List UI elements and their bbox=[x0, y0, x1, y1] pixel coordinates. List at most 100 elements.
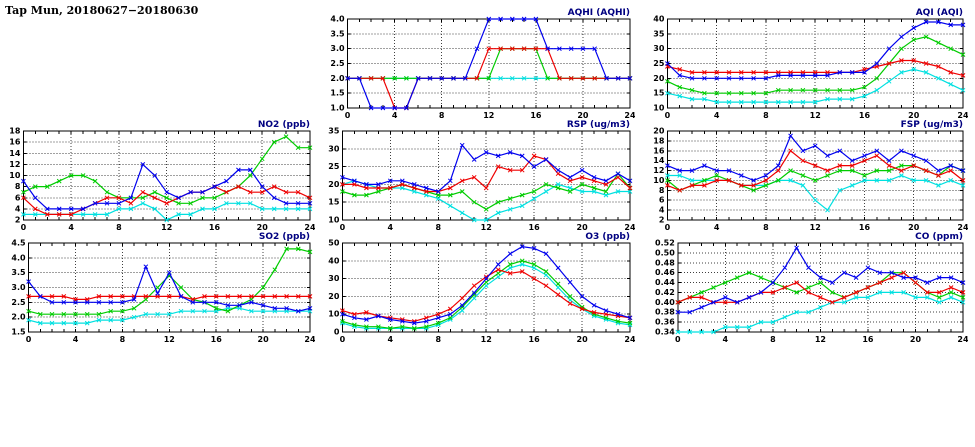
chart-fsp: 2 4 6 8 10 12 14 16 18 20 0 4 8 12 16 20 24 FSP (ug/m3) bbox=[650, 118, 968, 232]
svg-text:8: 8 bbox=[436, 223, 442, 232]
chart-so2: 1.5 2.0 2.5 3.0 3.5 4.0 4.5 0 4 8 12 16 20 24 SO2 (ppb… bbox=[6, 230, 315, 344]
svg-text:0.36: 0.36 bbox=[655, 318, 675, 327]
svg-text:12: 12 bbox=[481, 335, 492, 344]
svg-text:0.42: 0.42 bbox=[655, 288, 675, 297]
svg-text:16: 16 bbox=[209, 223, 221, 232]
svg-text:2.5: 2.5 bbox=[330, 59, 345, 68]
svg-text:8: 8 bbox=[763, 111, 769, 120]
svg-text:4: 4 bbox=[68, 223, 74, 232]
svg-text:4: 4 bbox=[73, 335, 79, 344]
svg-text:30: 30 bbox=[653, 44, 665, 53]
svg-text:4.0: 4.0 bbox=[330, 15, 345, 24]
svg-text:0.52: 0.52 bbox=[655, 239, 675, 248]
svg-text:16: 16 bbox=[653, 146, 665, 155]
svg-text:24: 24 bbox=[957, 223, 968, 232]
page-title: Tap Mun, 20180627−20180630 bbox=[5, 4, 199, 17]
svg-text:50: 50 bbox=[328, 239, 340, 248]
svg-text:3.0: 3.0 bbox=[330, 44, 345, 53]
svg-text:8: 8 bbox=[770, 335, 776, 344]
svg-text:AQI (AQI): AQI (AQI) bbox=[916, 8, 963, 18]
svg-text:4: 4 bbox=[392, 111, 398, 120]
svg-text:1.5: 1.5 bbox=[11, 328, 26, 337]
svg-text:10: 10 bbox=[328, 216, 340, 225]
svg-text:6: 6 bbox=[15, 193, 21, 202]
svg-text:12: 12 bbox=[481, 223, 492, 232]
svg-text:14: 14 bbox=[9, 149, 21, 158]
svg-text:16: 16 bbox=[9, 138, 21, 147]
svg-text:10: 10 bbox=[9, 171, 21, 180]
svg-text:8: 8 bbox=[15, 182, 21, 191]
svg-text:12: 12 bbox=[483, 111, 494, 120]
svg-text:12: 12 bbox=[810, 111, 821, 120]
svg-text:1.5: 1.5 bbox=[330, 89, 345, 98]
svg-text:8: 8 bbox=[436, 335, 442, 344]
rsp-plot: 10 15 20 25 30 35 0 4 8 12 16 20 24 RSP (ug/m3) bbox=[328, 120, 635, 232]
svg-text:0: 0 bbox=[675, 335, 681, 344]
svg-text:8: 8 bbox=[120, 335, 126, 344]
svg-text:1.0: 1.0 bbox=[330, 104, 345, 113]
o3-plot: 0 10 20 30 40 50 0 4 8 12 16 20 24 O3 (ppb) bbox=[328, 232, 635, 344]
svg-text:2.0: 2.0 bbox=[330, 74, 345, 83]
svg-text:14: 14 bbox=[653, 156, 665, 165]
svg-text:NO2 (ppb): NO2 (ppb) bbox=[258, 120, 310, 130]
svg-text:20: 20 bbox=[258, 335, 270, 344]
svg-text:0.46: 0.46 bbox=[655, 268, 675, 277]
svg-text:12: 12 bbox=[815, 335, 826, 344]
svg-text:0.44: 0.44 bbox=[655, 278, 675, 287]
svg-text:20: 20 bbox=[328, 292, 340, 301]
svg-text:0.48: 0.48 bbox=[655, 258, 675, 267]
svg-text:0.40: 0.40 bbox=[655, 298, 675, 307]
svg-text:4: 4 bbox=[388, 335, 394, 344]
svg-text:8: 8 bbox=[659, 186, 665, 195]
aqi-plot: 10 15 20 25 30 35 40 0 4 8 12 16 20 24 AQI (AQI) bbox=[653, 8, 968, 120]
svg-text:18: 18 bbox=[653, 136, 665, 145]
svg-text:12: 12 bbox=[9, 160, 20, 169]
svg-text:10: 10 bbox=[328, 310, 340, 319]
svg-text:16: 16 bbox=[530, 111, 542, 120]
svg-text:O3 (ppb): O3 (ppb) bbox=[585, 232, 630, 242]
svg-text:16: 16 bbox=[211, 335, 223, 344]
chart-aqhi: 1.0 1.5 2.0 2.5 3.0 3.5 4.0 0 4 8 12 16 20 24 AQHI (AQ… bbox=[325, 6, 635, 120]
svg-text:0: 0 bbox=[665, 111, 671, 120]
svg-text:2: 2 bbox=[15, 216, 21, 225]
svg-text:16: 16 bbox=[529, 335, 541, 344]
svg-text:2.5: 2.5 bbox=[11, 298, 26, 307]
svg-text:25: 25 bbox=[653, 59, 665, 68]
chart-rsp: 10 15 20 25 30 35 0 4 8 12 16 20 24 RSP (ug/m3) bbox=[325, 118, 635, 232]
svg-text:24: 24 bbox=[304, 223, 315, 232]
svg-text:20: 20 bbox=[653, 127, 665, 136]
svg-text:40: 40 bbox=[328, 256, 340, 265]
svg-text:4: 4 bbox=[388, 223, 394, 232]
chart-co: 0.34 0.36 0.38 0.40 0.42 0.44 0.46 0.48 0.50 0.52… bbox=[650, 230, 968, 344]
svg-text:CO (ppm): CO (ppm) bbox=[915, 232, 963, 242]
svg-text:4: 4 bbox=[714, 223, 720, 232]
chart-aqi: 10 15 20 25 30 35 40 0 4 8 12 16 20 24 AQI (AQI) bbox=[650, 6, 968, 120]
svg-text:15: 15 bbox=[328, 198, 340, 207]
svg-text:40: 40 bbox=[653, 15, 665, 24]
svg-text:0: 0 bbox=[665, 223, 671, 232]
aqhi-plot: 1.0 1.5 2.0 2.5 3.0 3.5 4.0 0 4 8 12 16 20 24 AQHI (AQ… bbox=[330, 8, 635, 120]
svg-text:4.5: 4.5 bbox=[11, 239, 26, 248]
svg-text:4: 4 bbox=[723, 335, 729, 344]
svg-text:3.5: 3.5 bbox=[330, 29, 345, 38]
svg-text:0: 0 bbox=[340, 223, 346, 232]
svg-text:24: 24 bbox=[624, 335, 635, 344]
svg-text:15: 15 bbox=[653, 89, 665, 98]
chart-no2: 2 4 6 8 10 12 14 16 18 0 4 8 12 16 20 24 NO2 (ppb) bbox=[6, 118, 315, 232]
svg-text:35: 35 bbox=[653, 29, 665, 38]
svg-text:2: 2 bbox=[659, 216, 665, 225]
svg-text:16: 16 bbox=[529, 223, 541, 232]
svg-text:RSP (ug/m3): RSP (ug/m3) bbox=[567, 120, 630, 130]
svg-text:6: 6 bbox=[659, 196, 665, 205]
svg-text:10: 10 bbox=[653, 176, 665, 185]
svg-text:20: 20 bbox=[908, 111, 920, 120]
so2-plot: 1.5 2.0 2.5 3.0 3.5 4.0 4.5 0 4 8 12 16 20 24 SO2 (ppb… bbox=[11, 232, 315, 344]
svg-text:20: 20 bbox=[577, 223, 589, 232]
svg-text:AQHI (AQHI): AQHI (AQHI) bbox=[568, 8, 630, 18]
svg-text:0: 0 bbox=[21, 223, 27, 232]
svg-text:0.50: 0.50 bbox=[655, 248, 675, 257]
svg-text:12: 12 bbox=[164, 335, 175, 344]
svg-text:4: 4 bbox=[714, 111, 720, 120]
